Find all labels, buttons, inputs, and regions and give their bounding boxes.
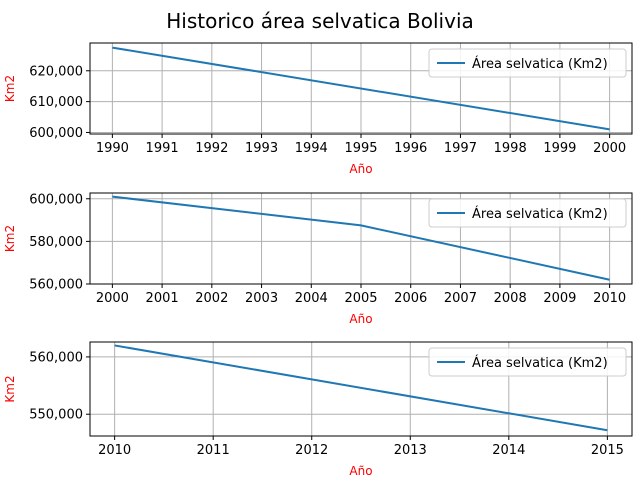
x-tick-label: 2013 <box>394 443 427 458</box>
legend-box <box>428 48 627 78</box>
x-tick-label: 2009 <box>543 291 576 306</box>
y-tick-label: 600,000 <box>29 126 83 141</box>
legend-label: Área selvatica (Km2) <box>472 56 608 72</box>
x-tick-label: 2011 <box>197 443 230 458</box>
x-tick-label: 1991 <box>146 141 179 156</box>
x-tick-label: 2000 <box>96 291 129 306</box>
legend-label: Área selvatica (Km2) <box>472 206 608 222</box>
legend: Área selvatica (Km2) <box>428 347 627 377</box>
legend-box <box>428 347 627 377</box>
x-tick-label: 1992 <box>195 141 228 156</box>
x-tick-label: 1990 <box>96 141 129 156</box>
x-axis-label: Año <box>349 312 372 326</box>
y-axis-label: Km2 <box>3 75 17 102</box>
figure-title: Historico área selvatica Bolivia <box>166 9 474 33</box>
x-tick-label: 1998 <box>494 141 527 156</box>
x-tick-label: 2007 <box>444 291 477 306</box>
x-tick-label: 2003 <box>245 291 278 306</box>
y-tick-label: 610,000 <box>29 95 83 110</box>
y-axis-label: Km2 <box>3 375 17 402</box>
y-tick-label: 560,000 <box>29 350 83 365</box>
x-tick-label: 1996 <box>394 141 427 156</box>
x-tick-label: 2001 <box>146 291 179 306</box>
x-tick-label: 2008 <box>494 291 527 306</box>
x-tick-label: 2010 <box>593 291 626 306</box>
legend: Área selvatica (Km2) <box>428 48 627 78</box>
x-tick-label: 1993 <box>245 141 278 156</box>
y-tick-label: 620,000 <box>29 64 83 79</box>
legend-label: Área selvatica (Km2) <box>472 355 608 371</box>
legend-box <box>428 198 627 228</box>
series-line <box>112 46 610 131</box>
subplot-2000-2010: 2000 2001 2002 2003 2004 2005 2006 2007 2008 2009… <box>3 192 633 326</box>
x-tick-label: 2015 <box>591 443 624 458</box>
y-tick-label: 600,000 <box>29 192 83 207</box>
x-tick-label: 2004 <box>295 291 328 306</box>
y-axis-label: Km2 <box>3 225 17 252</box>
x-tick-label: 1995 <box>344 141 377 156</box>
series-line <box>112 195 610 281</box>
y-tick-label: 580,000 <box>29 235 83 250</box>
y-tick-label: 560,000 <box>29 278 83 293</box>
x-tick-label: 2000 <box>593 141 626 156</box>
axes-frame <box>89 341 633 437</box>
x-tick-label: 2010 <box>98 443 131 458</box>
series-line <box>114 344 608 432</box>
x-tick-label: 2012 <box>295 443 328 458</box>
x-tick-label: 1994 <box>295 141 328 156</box>
x-tick-label: 2002 <box>195 291 228 306</box>
subplot-1990-2000: 1990 1991 1992 1993 1994 1995 1996 1997 1998 1999… <box>3 42 633 176</box>
subplot-2010-2015: 2010 2011 2012 2013 2014 2015 550,000 560,000 Añ… <box>3 341 633 478</box>
x-axis-label: Año <box>349 464 372 478</box>
axes-frame <box>89 192 633 285</box>
axes-frame <box>89 42 633 135</box>
legend: Área selvatica (Km2) <box>428 198 627 228</box>
y-tick-label: 550,000 <box>29 408 83 423</box>
x-tick-label: 1997 <box>444 141 477 156</box>
x-tick-label: 1999 <box>543 141 576 156</box>
x-tick-label: 2005 <box>344 291 377 306</box>
x-axis-label: Año <box>349 162 372 176</box>
x-tick-label: 2014 <box>492 443 525 458</box>
x-tick-label: 2006 <box>394 291 427 306</box>
